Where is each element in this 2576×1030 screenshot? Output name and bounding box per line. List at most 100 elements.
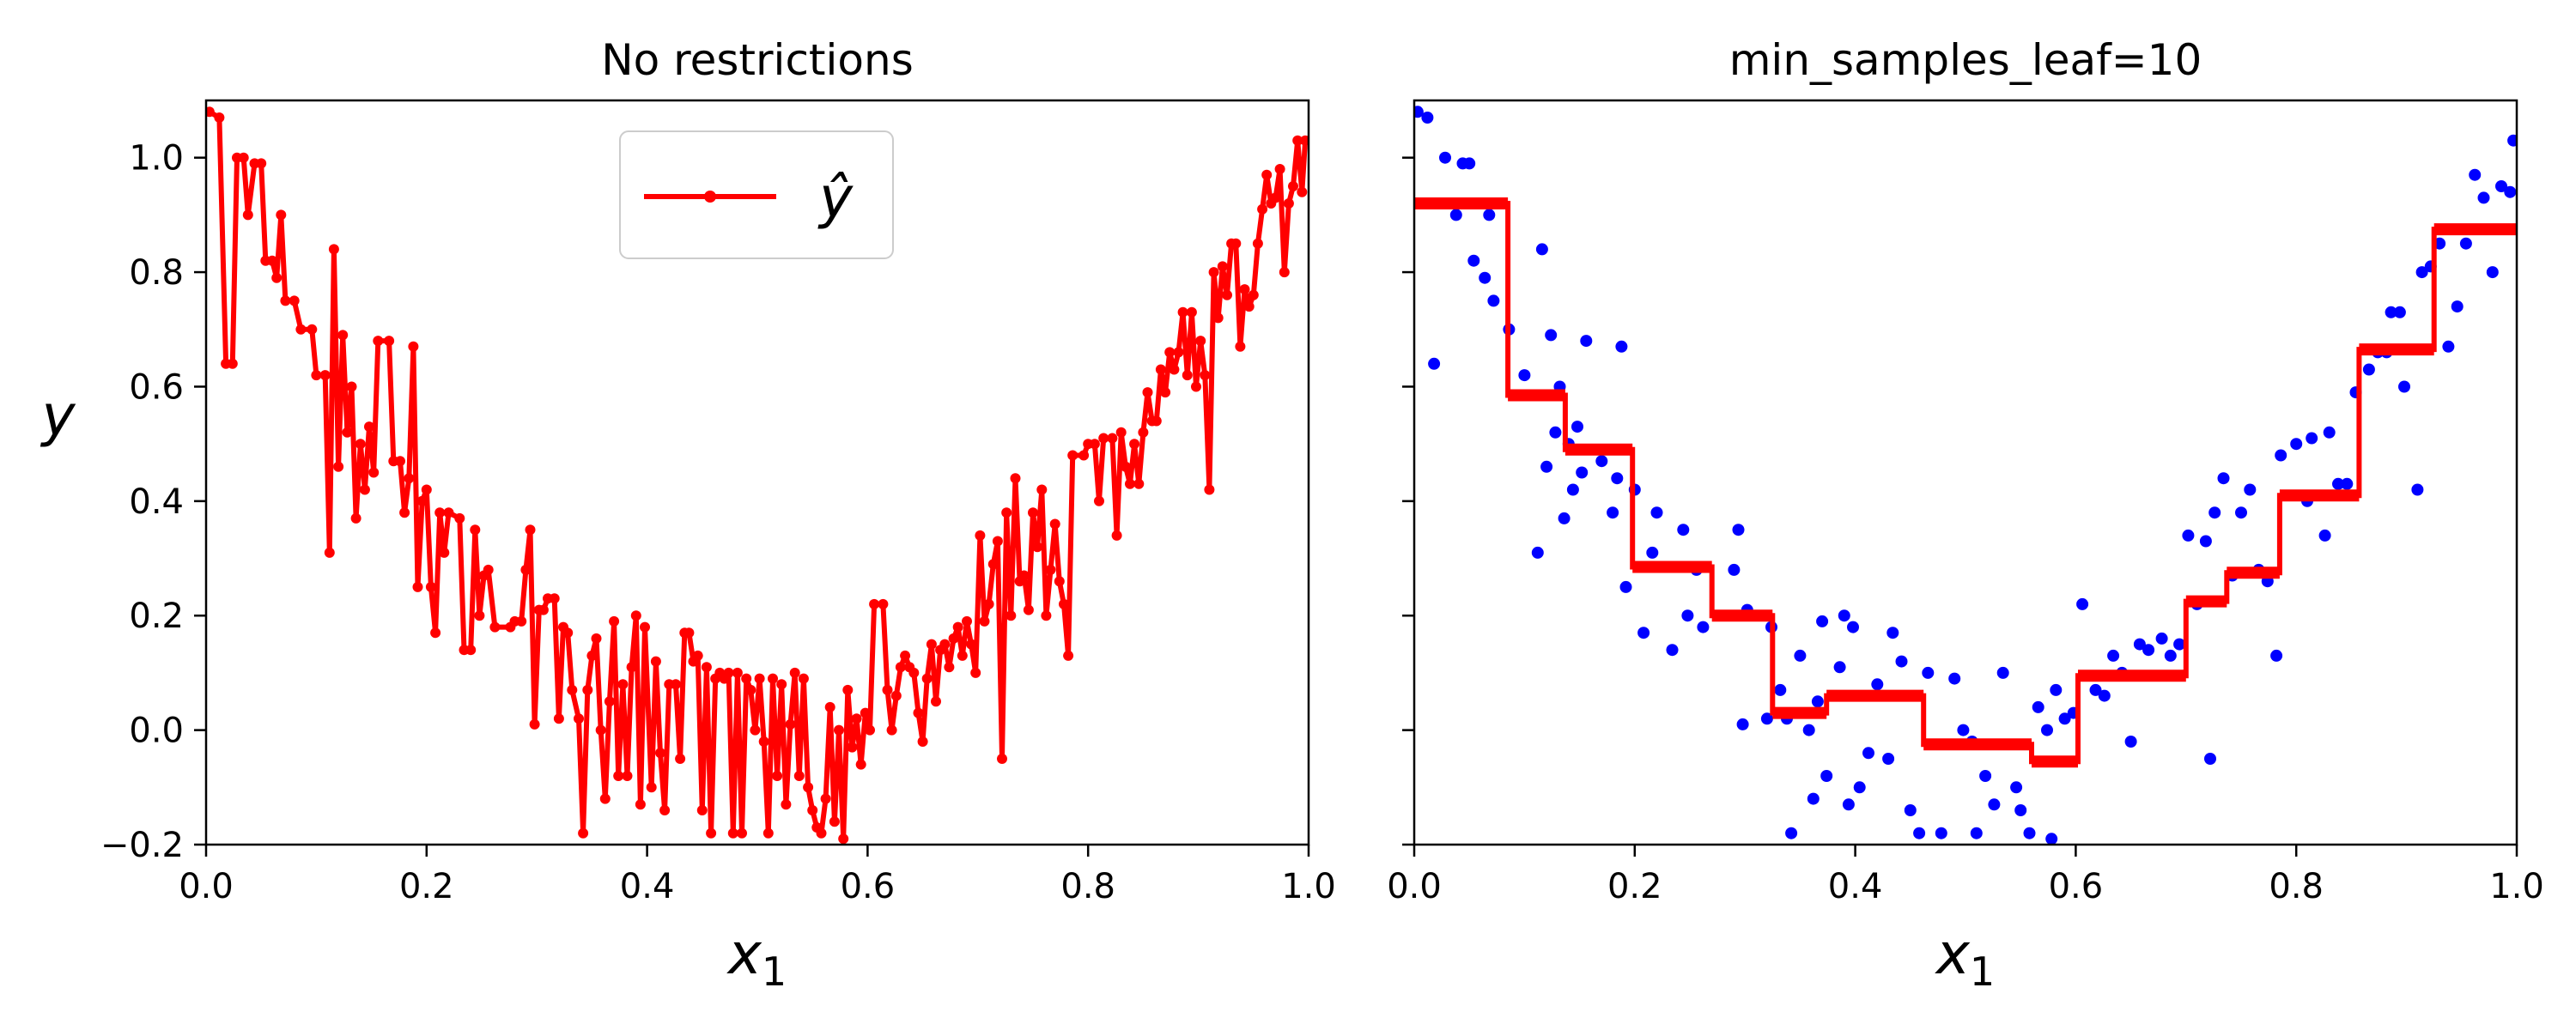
prediction-marker xyxy=(342,427,353,438)
right-y-axis xyxy=(1402,156,1414,846)
scatter-point xyxy=(1732,524,1745,536)
prediction-marker xyxy=(1160,387,1171,398)
x-tick-label: 0.0 xyxy=(1387,867,1442,906)
prediction-marker xyxy=(430,627,441,639)
prediction-marker xyxy=(838,833,849,845)
prediction-marker xyxy=(289,295,300,306)
prediction-marker xyxy=(820,793,831,804)
prediction-marker xyxy=(470,524,481,536)
prediction-marker xyxy=(578,827,589,839)
prediction-marker xyxy=(675,754,686,764)
scatter-point xyxy=(1607,506,1619,519)
prediction-marker xyxy=(609,615,620,627)
prediction-marker xyxy=(395,456,405,467)
prediction-marker xyxy=(944,662,955,673)
prediction-marker xyxy=(975,530,986,541)
plot-frame xyxy=(1413,99,2518,846)
prediction-marker xyxy=(997,754,1007,764)
prediction-marker xyxy=(350,512,361,524)
scatter-point xyxy=(1677,524,1690,536)
prediction-marker xyxy=(562,627,574,639)
prediction-marker xyxy=(443,507,454,518)
prediction-marker xyxy=(948,633,959,644)
prediction-marker xyxy=(692,650,703,661)
prediction-marker xyxy=(1300,135,1309,146)
right-x-axis-label: x1 xyxy=(1935,921,1995,995)
scatter-point xyxy=(2182,529,2195,542)
prediction-marker xyxy=(595,724,606,736)
prediction-marker xyxy=(1142,387,1153,398)
scatter-point xyxy=(1957,724,1970,736)
scatter-point xyxy=(2050,683,2063,696)
scatter-point xyxy=(1794,649,1807,662)
prediction-marker xyxy=(324,547,335,558)
prediction-marker xyxy=(454,512,465,524)
scatter-point xyxy=(2362,363,2375,376)
scatter-point xyxy=(1595,455,1608,468)
x-tick-label: 0.0 xyxy=(179,867,234,906)
prediction-marker xyxy=(1028,507,1038,518)
prediction-marker xyxy=(807,805,818,815)
prediction-marker xyxy=(1222,289,1232,300)
prediction-marker xyxy=(931,696,941,707)
prediction-marker xyxy=(962,615,972,627)
prediction-marker xyxy=(1279,267,1290,278)
scatter-point xyxy=(2323,426,2336,439)
scatter-point xyxy=(2341,477,2354,490)
prediction-marker xyxy=(1297,186,1308,197)
scatter-point xyxy=(1414,106,1424,118)
scatter-point xyxy=(1549,426,1562,439)
scatter-point xyxy=(1421,112,1434,124)
prediction-marker xyxy=(655,748,665,759)
prediction-marker xyxy=(939,639,951,650)
left-x-axis-label-subscript: 1 xyxy=(762,948,787,995)
prediction-marker xyxy=(683,627,695,639)
scatter-point xyxy=(1487,294,1500,307)
scatter-point xyxy=(1449,209,1462,221)
scatter-point xyxy=(2235,506,2247,519)
prediction-marker xyxy=(671,679,681,690)
left-panel-title: No restrictions xyxy=(601,35,914,85)
scatter-point xyxy=(1853,781,1866,794)
prediction-marker xyxy=(280,295,291,306)
scatter-point xyxy=(1816,615,1829,627)
prediction-marker xyxy=(256,158,267,169)
scatter-point xyxy=(1935,827,1947,839)
scatter-point xyxy=(1970,827,1983,839)
scatter-point xyxy=(1697,621,1710,633)
scatter-point xyxy=(1838,609,1850,622)
prediction-marker xyxy=(772,771,783,781)
scatter-point xyxy=(1833,661,1846,674)
scatter-point xyxy=(2155,632,2168,645)
prediction-marker xyxy=(520,564,532,575)
prediction-marker xyxy=(538,604,549,615)
scatter-point xyxy=(2045,833,2058,845)
y-tick-label: 0.2 xyxy=(129,597,184,636)
scatter-point xyxy=(1681,609,1694,622)
prediction-marker xyxy=(346,381,357,392)
prediction-marker xyxy=(1235,341,1246,352)
x-tick-label: 1.0 xyxy=(2489,867,2544,906)
scatter-point xyxy=(1886,627,1899,639)
scatter-point xyxy=(2415,266,2428,279)
scatter-point xyxy=(1463,157,1476,170)
prediction-marker xyxy=(1248,289,1259,300)
prediction-marker xyxy=(1078,450,1090,461)
x-tick-label: 0.2 xyxy=(1607,867,1662,906)
right-x-axis-label-subscript: 1 xyxy=(1970,948,1995,995)
prediction-marker xyxy=(1133,478,1145,489)
scatter-point xyxy=(2411,483,2424,496)
prediction-marker xyxy=(242,209,253,221)
scatter-point xyxy=(1428,357,1441,370)
prediction-marker xyxy=(206,106,215,118)
prediction-marker xyxy=(1036,484,1048,495)
prediction-marker xyxy=(1186,306,1197,318)
prediction-marker xyxy=(355,439,366,450)
scatter-point xyxy=(2199,535,2212,548)
prediction-marker xyxy=(1257,203,1268,215)
scatter-point xyxy=(1996,666,2009,679)
prediction-marker xyxy=(489,621,501,633)
scatter-point xyxy=(1728,563,1741,576)
scatter-point xyxy=(1576,466,1589,479)
scatter-point xyxy=(1774,683,1787,696)
